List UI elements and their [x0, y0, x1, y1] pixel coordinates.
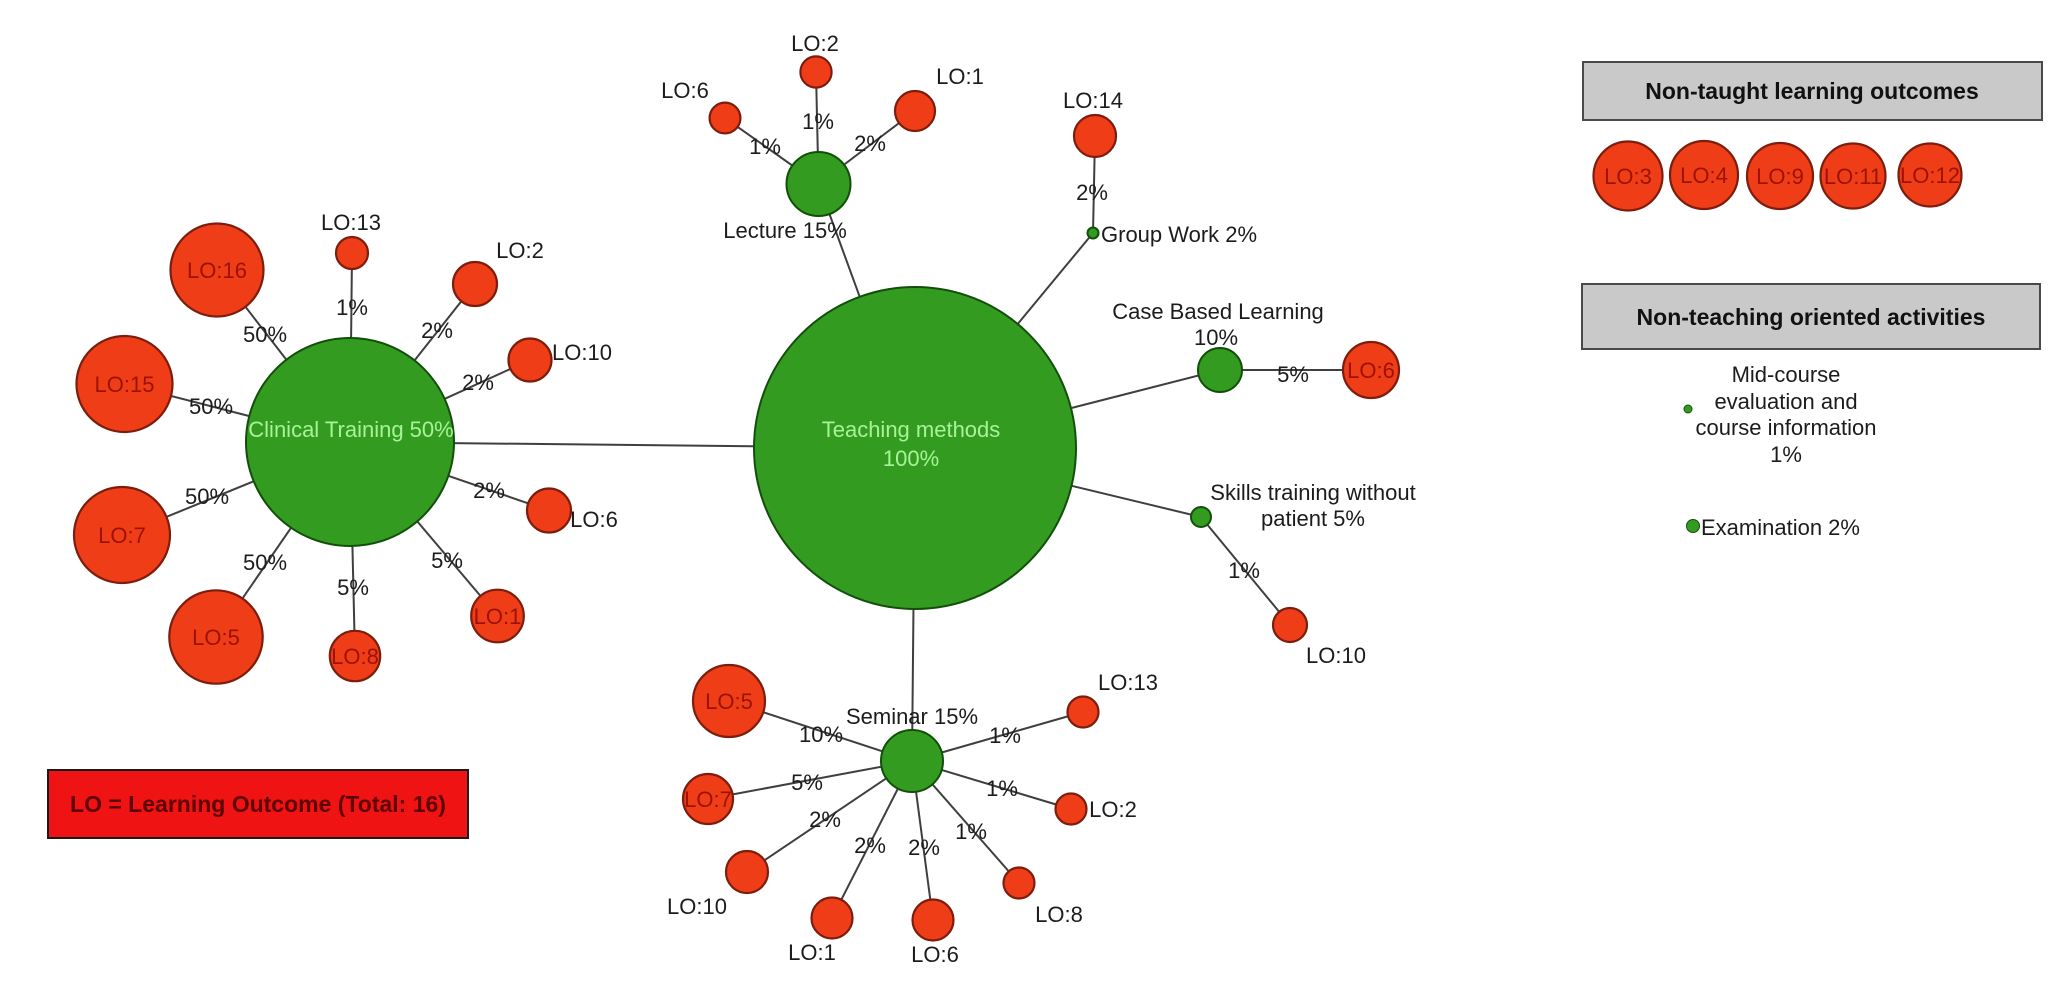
svg-text:LO:16: LO:16 — [187, 258, 247, 283]
svg-text:LO:8: LO:8 — [1035, 902, 1083, 927]
svg-text:2%: 2% — [1076, 180, 1108, 205]
svg-text:LO:2: LO:2 — [791, 31, 839, 56]
svg-text:1%: 1% — [955, 819, 987, 844]
svg-text:LO:5: LO:5 — [705, 689, 753, 714]
svg-text:LO:5: LO:5 — [192, 625, 240, 650]
svg-text:patient 5%: patient 5% — [1261, 506, 1365, 531]
svg-text:Skills training without: Skills training without — [1210, 480, 1415, 505]
svg-text:Non-teaching oriented activiti: Non-teaching oriented activities — [1637, 304, 1986, 330]
svg-text:LO:9: LO:9 — [1756, 164, 1804, 189]
svg-text:LO:11: LO:11 — [1824, 164, 1882, 189]
svg-text:2%: 2% — [854, 131, 886, 156]
svg-text:evaluation and: evaluation and — [1714, 389, 1857, 414]
svg-text:Non-taught learning outcomes: Non-taught learning outcomes — [1645, 78, 1979, 104]
svg-text:LO:4: LO:4 — [1680, 163, 1728, 188]
svg-text:Mid-course: Mid-course — [1732, 362, 1841, 387]
svg-text:10%: 10% — [1194, 325, 1238, 350]
svg-text:LO:12: LO:12 — [1900, 163, 1960, 188]
svg-text:LO:8: LO:8 — [331, 644, 379, 669]
svg-text:50%: 50% — [243, 550, 287, 575]
svg-text:LO:6: LO:6 — [570, 507, 618, 532]
svg-text:LO:1: LO:1 — [936, 64, 984, 89]
svg-text:LO:1: LO:1 — [788, 940, 836, 965]
svg-text:100%: 100% — [883, 446, 939, 471]
svg-text:50%: 50% — [243, 322, 287, 347]
svg-text:LO:14: LO:14 — [1063, 88, 1123, 113]
svg-text:Teaching methods: Teaching methods — [822, 417, 1001, 442]
svg-text:2%: 2% — [854, 833, 886, 858]
svg-text:LO:13: LO:13 — [1098, 670, 1158, 695]
svg-text:1%: 1% — [1228, 558, 1260, 583]
svg-text:LO:7: LO:7 — [98, 523, 146, 548]
svg-text:LO:6: LO:6 — [911, 942, 959, 967]
svg-text:Lecture 15%: Lecture 15% — [723, 218, 847, 243]
svg-text:2%: 2% — [908, 835, 940, 860]
svg-text:5%: 5% — [791, 770, 823, 795]
svg-text:Clinical Training 50%: Clinical Training 50% — [248, 417, 453, 442]
svg-text:LO:2: LO:2 — [496, 238, 544, 263]
svg-text:course information: course information — [1696, 415, 1877, 440]
svg-text:1%: 1% — [986, 776, 1018, 801]
svg-text:2%: 2% — [809, 807, 841, 832]
svg-text:2%: 2% — [473, 478, 505, 503]
svg-text:1%: 1% — [989, 723, 1021, 748]
svg-text:LO:2: LO:2 — [1089, 797, 1137, 822]
svg-text:LO:1: LO:1 — [474, 604, 522, 629]
svg-text:LO:13: LO:13 — [321, 210, 381, 235]
svg-text:Case Based Learning: Case Based Learning — [1112, 299, 1324, 324]
svg-text:50%: 50% — [189, 394, 233, 419]
svg-text:2%: 2% — [462, 370, 494, 395]
svg-text:LO:7: LO:7 — [684, 787, 732, 812]
svg-text:LO = Learning Outcome (Total:: LO = Learning Outcome (Total: 16) — [70, 791, 446, 817]
svg-text:Seminar 15%: Seminar 15% — [846, 704, 978, 729]
svg-text:1%: 1% — [336, 295, 368, 320]
svg-text:LO:10: LO:10 — [667, 894, 727, 919]
svg-text:2%: 2% — [421, 318, 453, 343]
svg-text:LO:6: LO:6 — [661, 78, 709, 103]
svg-text:5%: 5% — [1277, 362, 1309, 387]
svg-text:Examination 2%: Examination 2% — [1701, 515, 1860, 540]
svg-text:1%: 1% — [802, 109, 834, 134]
svg-text:Group Work 2%: Group Work 2% — [1101, 222, 1257, 247]
svg-text:5%: 5% — [337, 575, 369, 600]
svg-text:1%: 1% — [749, 134, 781, 159]
svg-text:50%: 50% — [185, 484, 229, 509]
svg-text:LO:3: LO:3 — [1604, 164, 1652, 189]
svg-text:1%: 1% — [1770, 442, 1802, 467]
svg-text:LO:15: LO:15 — [95, 372, 155, 397]
svg-text:10%: 10% — [799, 722, 843, 747]
svg-text:5%: 5% — [431, 548, 463, 573]
svg-text:LO:10: LO:10 — [1306, 643, 1366, 668]
svg-text:LO:6: LO:6 — [1347, 358, 1395, 383]
svg-text:LO:10: LO:10 — [552, 340, 612, 365]
